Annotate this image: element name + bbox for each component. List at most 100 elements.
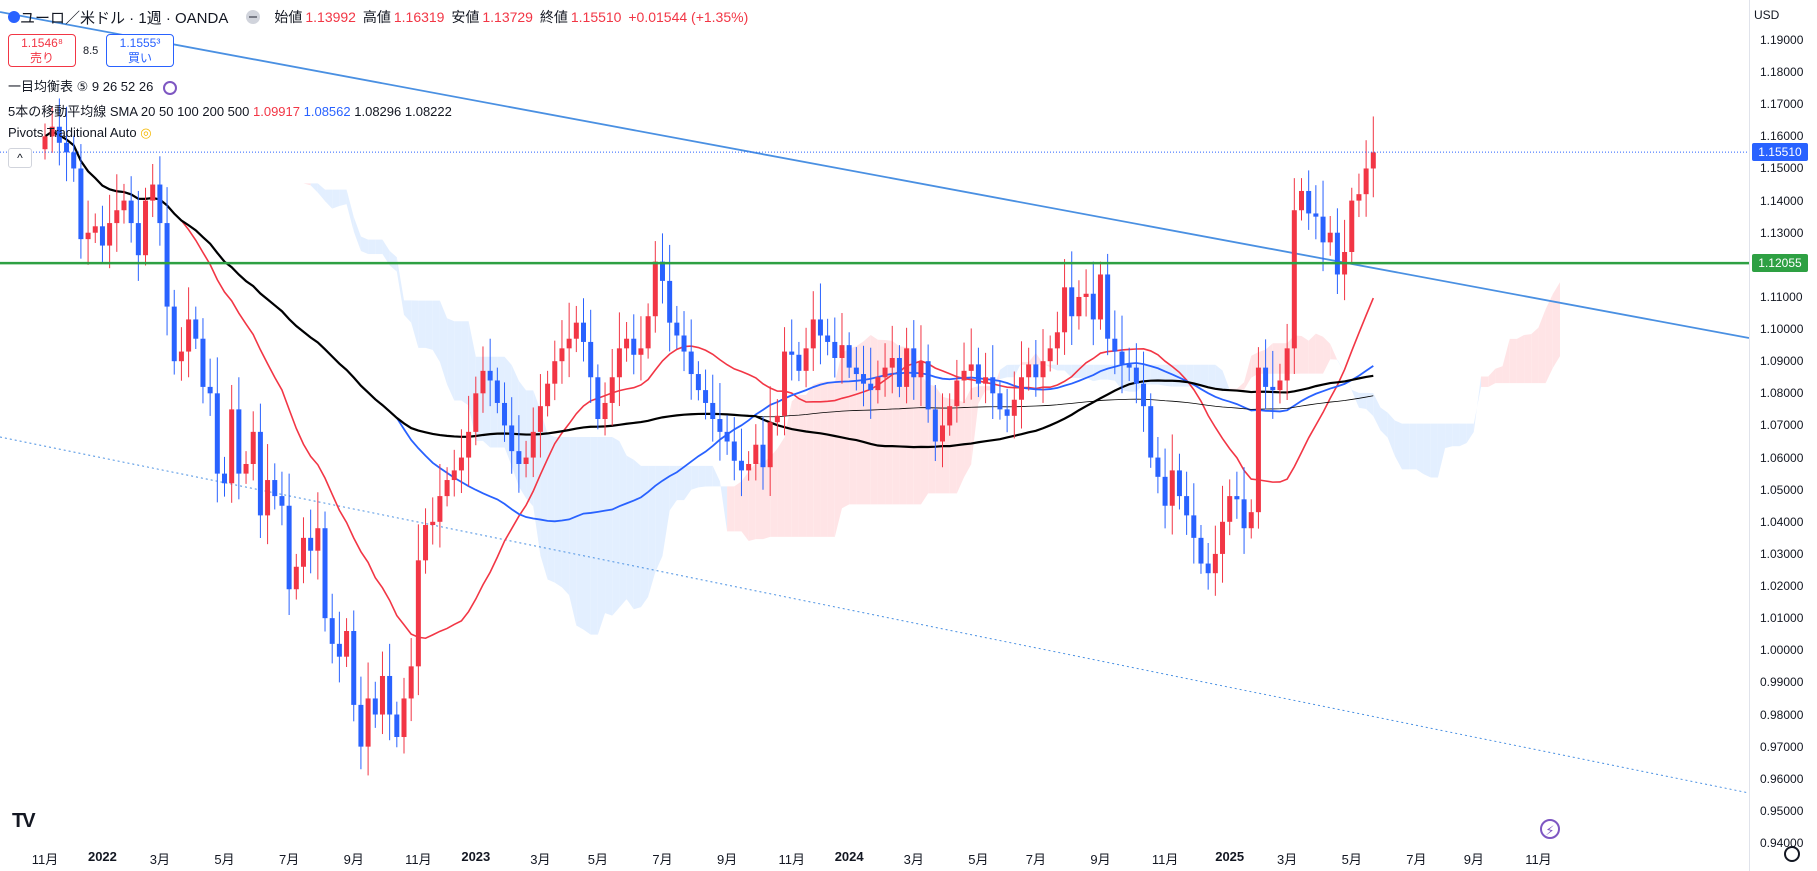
cloud-segment [734, 481, 742, 532]
candle-body [1169, 470, 1175, 506]
candle-body [566, 338, 572, 349]
cloud-segment [827, 381, 835, 537]
candle-body [1054, 332, 1060, 349]
candle-body [839, 345, 845, 358]
candle-body [573, 322, 579, 339]
cloud-segment [1437, 423, 1446, 478]
candle-body [545, 383, 551, 407]
cloud-segment [1488, 368, 1496, 387]
cloud-segment [569, 436, 577, 626]
cloud-segment [655, 465, 663, 573]
currency-label[interactable]: USD [1754, 8, 1780, 22]
candle-body [494, 380, 500, 403]
candle-body [782, 351, 788, 416]
cloud-segment [1330, 343, 1338, 361]
candle-body [1184, 496, 1190, 516]
x-tick-label: 9月 [1463, 852, 1484, 867]
x-tick-label: 11月 [1151, 852, 1179, 867]
candle-body [1083, 293, 1089, 297]
cloud-segment [1394, 420, 1403, 470]
candle-body [143, 200, 149, 256]
candle-body [430, 521, 436, 526]
cloud-segment [310, 183, 318, 193]
sma-20-line [44, 130, 1375, 640]
candle-body [344, 631, 350, 657]
cloud-segment [1244, 355, 1252, 390]
candle-body [817, 319, 823, 336]
cloud-segment [1301, 336, 1309, 374]
cloud-segment [863, 334, 871, 505]
candle-body [861, 374, 867, 384]
candle-body [408, 666, 414, 699]
cloud-segment [978, 386, 986, 404]
candle-body [1291, 210, 1297, 349]
y-tick-label: 1.18000 [1760, 65, 1804, 80]
candle-body [631, 338, 637, 355]
cloud-segment [404, 300, 412, 323]
cloud-segment [1373, 393, 1381, 431]
cloud-segment [1200, 364, 1209, 387]
flash-icon[interactable]: ⚡ [1540, 819, 1560, 839]
candle-body [1198, 537, 1204, 564]
buy-button[interactable]: 1.1555³ 買い [106, 34, 174, 67]
y-tick-label: 1.00000 [1760, 643, 1804, 658]
indicator-sma[interactable]: 5本の移動平均線 SMA 20 50 100 200 500 1.09917 1… [8, 101, 452, 120]
candle-body [774, 415, 780, 423]
hidden-eye-icon[interactable]: ◎ [140, 125, 152, 140]
collapse-legend-button[interactable]: ^ [8, 148, 32, 168]
candle-body [222, 473, 227, 484]
y-tick-label: 1.14000 [1760, 193, 1804, 208]
x-tick-label: 11月 [1525, 852, 1552, 867]
cloud-segment [849, 346, 857, 505]
open-value: 1.13992 [305, 9, 356, 25]
y-tick-label: 1.06000 [1760, 450, 1804, 465]
cloud-segment [619, 441, 627, 608]
candle-body [875, 377, 881, 391]
y-tick-label: 1.01000 [1760, 611, 1804, 626]
candles [42, 98, 1376, 776]
candle-body [767, 422, 773, 468]
indicator-ichimoku[interactable]: 一目均衡表 ⑤ 9 26 52 26 [8, 76, 177, 95]
candle-body [983, 377, 989, 384]
candle-body [71, 152, 77, 169]
cloud-segment [1021, 362, 1029, 365]
x-tick-label: 9月 [343, 852, 364, 867]
candle-body [1119, 351, 1125, 365]
candle-body [85, 232, 91, 240]
candle-body [1097, 274, 1103, 320]
cloud-segment [597, 436, 606, 635]
cloud-segment [1466, 423, 1474, 443]
change-value: +0.01544 (+1.35%) [628, 9, 749, 25]
cloud-segment [626, 455, 634, 610]
cloud-segment [1459, 423, 1467, 447]
candle-body [825, 335, 831, 342]
cloud-segment [1416, 423, 1424, 475]
candle-body [1205, 563, 1211, 574]
cloud-segment [956, 400, 965, 494]
cloud-segment [1495, 366, 1503, 384]
candle-body [1270, 386, 1276, 391]
settings-icon[interactable] [1784, 846, 1800, 862]
cloud-segment [1524, 334, 1532, 384]
candle-body [717, 419, 723, 432]
candle-body [1248, 512, 1254, 529]
ichimoku-label: 一目均衡表 ⑤ 9 26 52 26 [8, 79, 154, 94]
tradingview-logo[interactable]: TV [12, 810, 36, 832]
symbol-title[interactable]: ユーロ／米ドル · 1週 · OANDA [20, 9, 229, 27]
candle-body [1334, 232, 1340, 275]
candle-body [853, 367, 859, 375]
x-tick-label: 2024 [834, 849, 864, 864]
cloud-segment [813, 382, 821, 537]
candle-body [1212, 553, 1218, 574]
candle-body [473, 393, 479, 432]
y-tick-label: 1.19000 [1760, 33, 1804, 47]
candle-body [451, 470, 457, 481]
candle-body [1306, 190, 1312, 214]
candle-body [49, 126, 55, 137]
sell-button[interactable]: 1.1546⁸ 売り [8, 34, 76, 67]
indicator-pivots[interactable]: Pivots Traditional Auto ◎ [8, 125, 152, 141]
candle-body [351, 631, 357, 705]
hide-legend-icon[interactable] [246, 10, 261, 24]
x-tick-label: 7月 [1025, 852, 1046, 867]
